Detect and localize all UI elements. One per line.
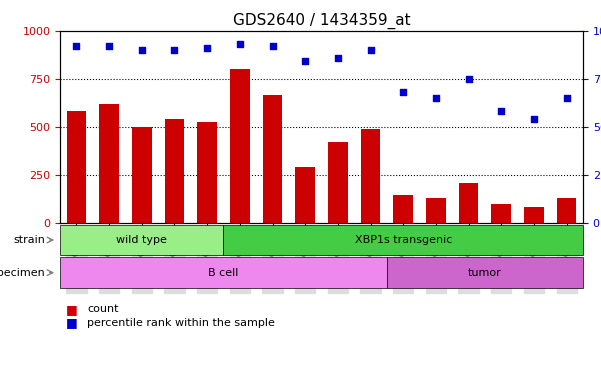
Point: [333, 55, 343, 61]
Title: GDS2640 / 1434359_at: GDS2640 / 1434359_at: [233, 13, 410, 29]
Bar: [197, 122, 217, 223]
Bar: [132, 127, 151, 223]
Point: [464, 76, 474, 82]
Text: ■: ■: [66, 303, 78, 316]
Point: [562, 95, 572, 101]
Point: [300, 58, 310, 65]
Bar: [459, 184, 478, 223]
Bar: [361, 129, 380, 223]
Bar: [263, 95, 282, 223]
Text: count: count: [87, 304, 118, 314]
Point: [496, 108, 506, 114]
Point: [235, 41, 245, 47]
Bar: [557, 198, 576, 223]
Point: [105, 43, 114, 49]
Point: [529, 116, 538, 122]
Point: [203, 45, 212, 51]
Point: [267, 43, 277, 49]
Bar: [296, 167, 315, 223]
Bar: [524, 207, 544, 223]
Point: [169, 47, 179, 53]
Bar: [328, 142, 348, 223]
Bar: [230, 69, 249, 223]
Text: wild type: wild type: [117, 235, 167, 245]
Bar: [426, 198, 446, 223]
Bar: [165, 119, 185, 223]
Point: [398, 89, 408, 95]
Text: ■: ■: [66, 316, 78, 329]
Bar: [394, 195, 413, 223]
Bar: [67, 111, 87, 223]
Point: [137, 47, 147, 53]
Text: XBP1s transgenic: XBP1s transgenic: [355, 235, 452, 245]
Text: B cell: B cell: [209, 268, 239, 278]
Bar: [492, 204, 511, 223]
Text: tumor: tumor: [468, 268, 502, 278]
Point: [431, 95, 441, 101]
Point: [72, 43, 81, 49]
Bar: [99, 104, 119, 223]
Text: specimen: specimen: [0, 268, 45, 278]
Text: strain: strain: [13, 235, 45, 245]
Text: percentile rank within the sample: percentile rank within the sample: [87, 318, 275, 328]
Point: [366, 47, 376, 53]
